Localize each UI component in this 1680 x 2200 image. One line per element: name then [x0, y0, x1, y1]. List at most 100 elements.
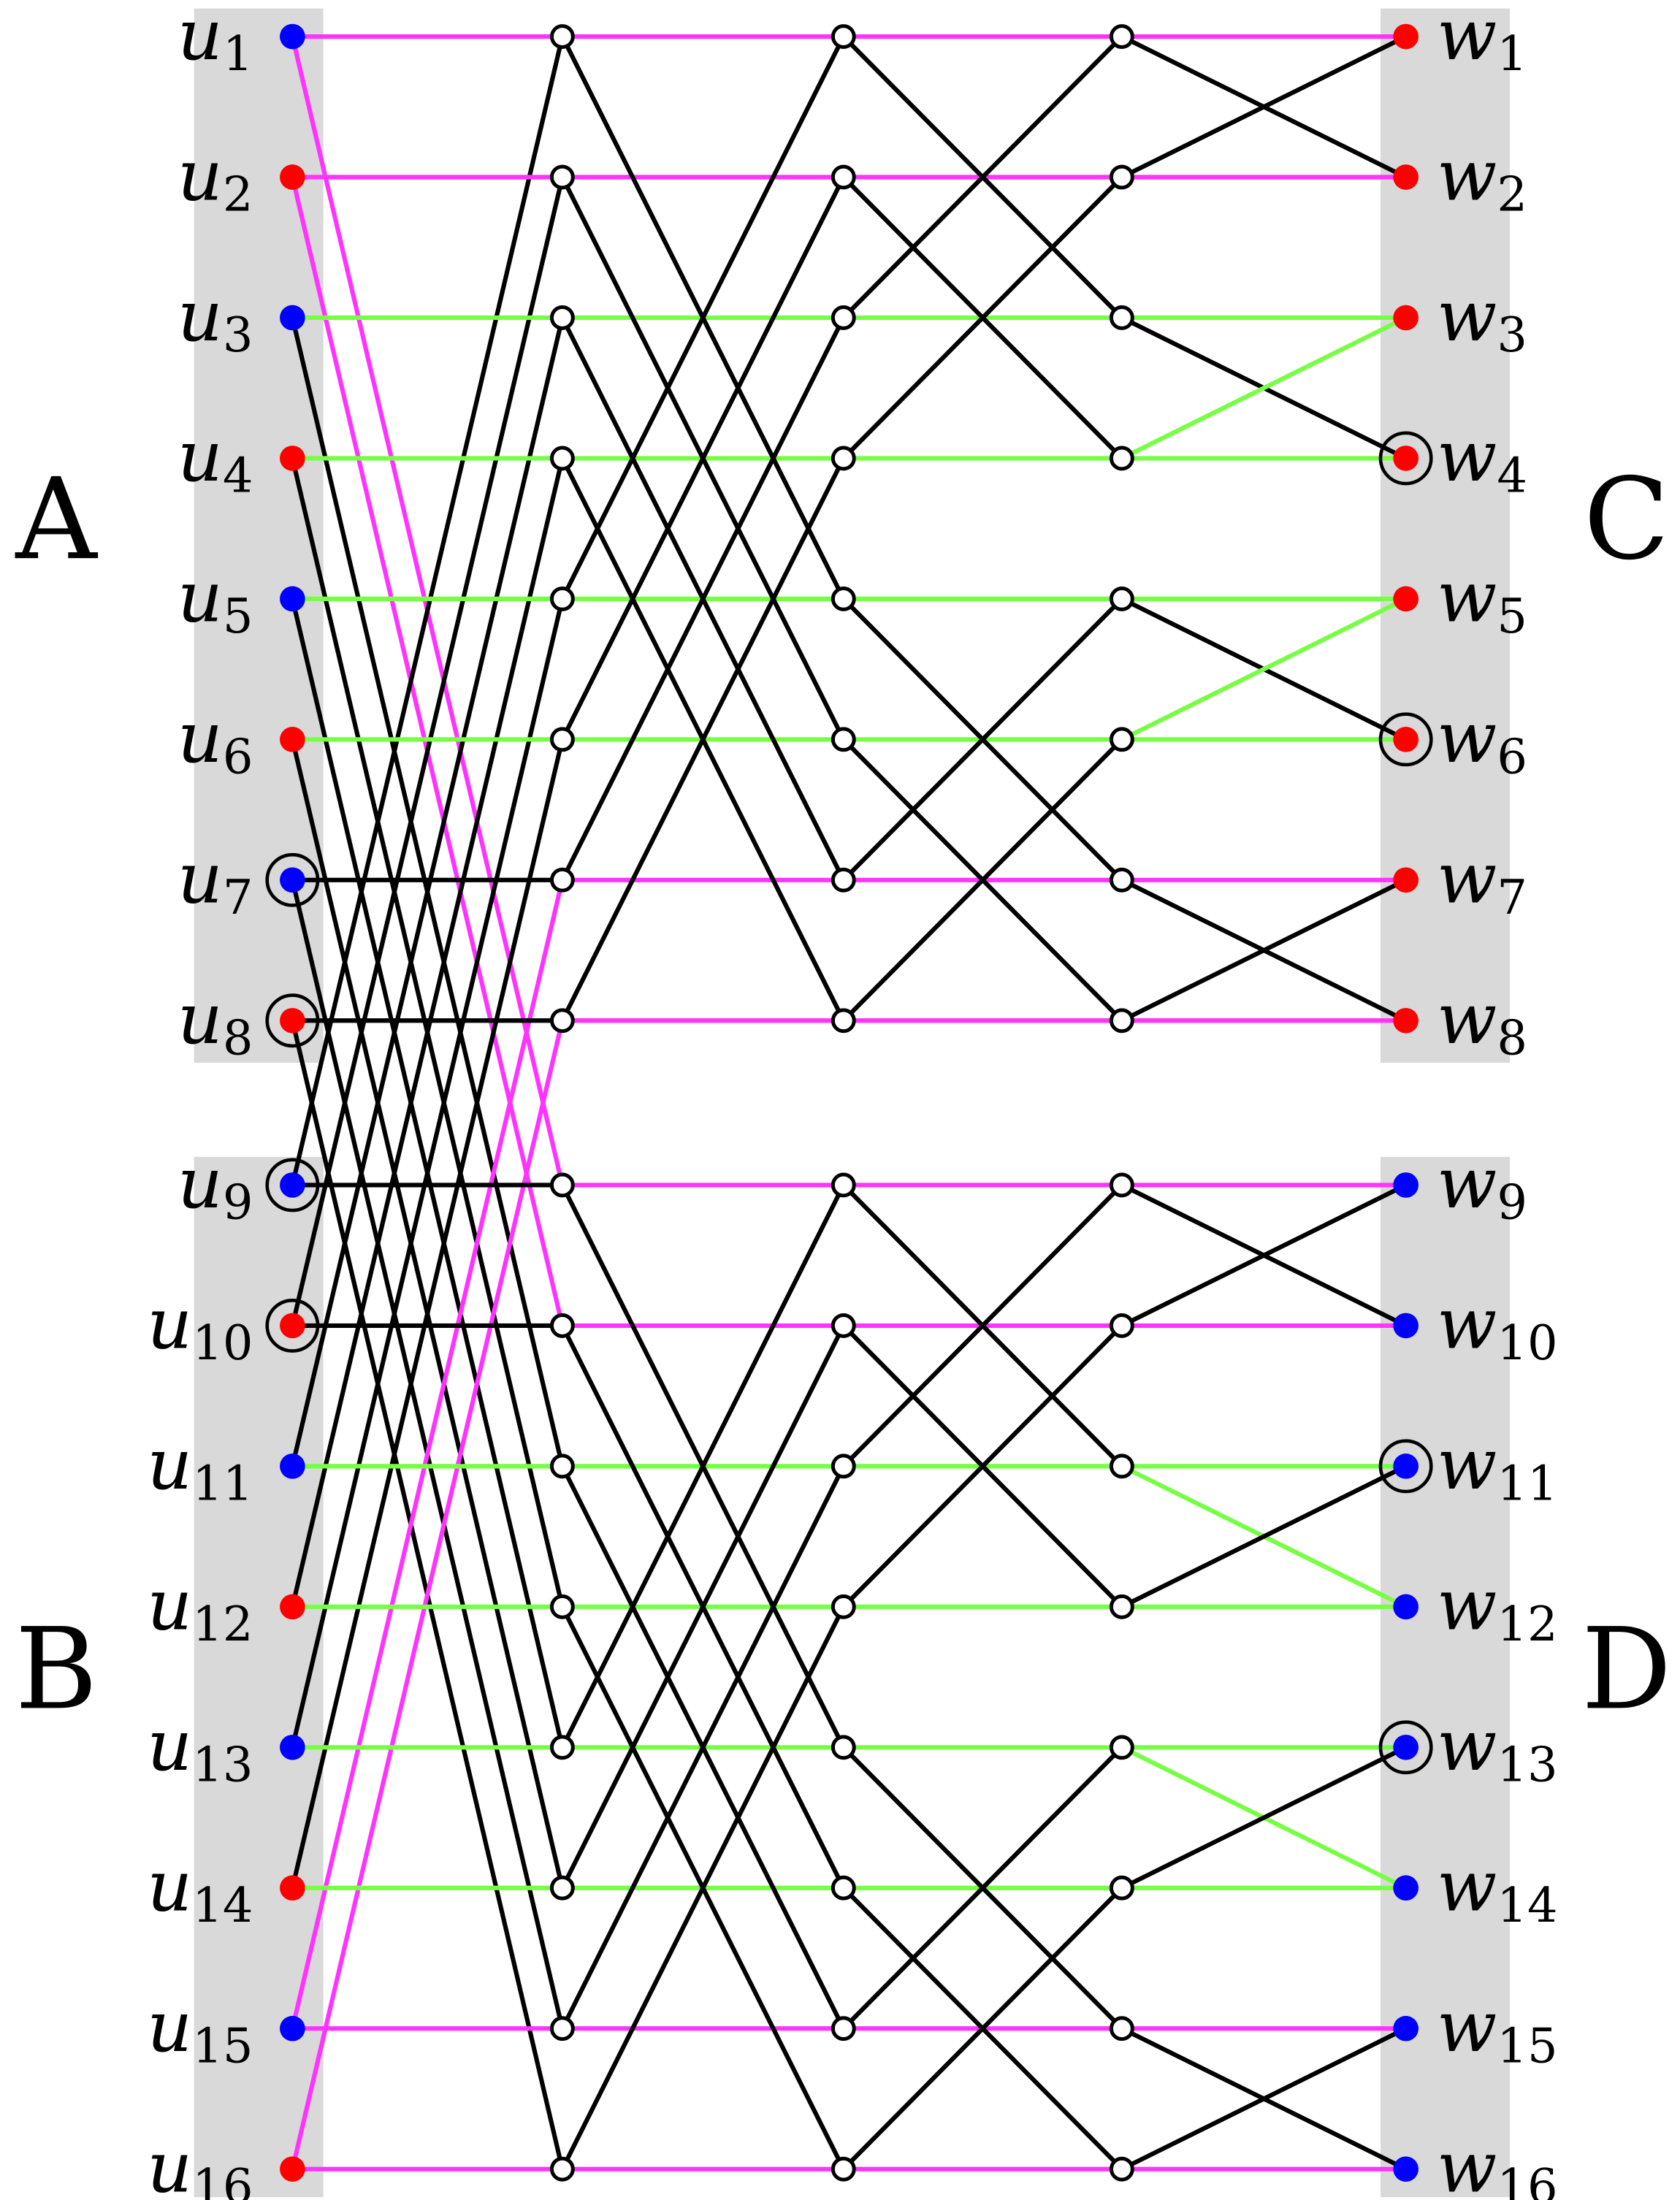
label-w-2: w2 — [1437, 134, 1527, 222]
hollow-node — [1109, 1735, 1134, 1760]
edge-cross-0 — [290, 877, 565, 2031]
edge-cross-1 — [560, 1183, 846, 1750]
edge-cross-2 — [841, 1745, 1124, 2031]
u-node — [280, 23, 305, 50]
u-node — [280, 586, 305, 612]
label-w-3: w3 — [1437, 275, 1527, 363]
group-label-c: C — [1584, 454, 1670, 585]
edge-cross-1 — [560, 175, 846, 742]
w-node — [1393, 586, 1419, 612]
hollow-node — [549, 1735, 575, 1760]
label-u-6: u6 — [177, 697, 253, 784]
label-subscript: 12 — [1497, 1597, 1557, 1652]
hollow-node — [831, 305, 856, 330]
label-subscript: 14 — [1497, 1878, 1557, 1933]
label-subscript: 11 — [192, 1456, 253, 1512]
edge-cross-1 — [560, 1464, 846, 2031]
hollow-node — [1109, 1454, 1134, 1479]
label-u-15: u15 — [147, 1986, 253, 2074]
w-node — [1393, 1172, 1419, 1198]
label-u-14: u14 — [147, 1846, 253, 1933]
label-u-8: u8 — [177, 978, 253, 1066]
u-node — [280, 1313, 305, 1339]
label-subscript: 6 — [223, 730, 253, 785]
label-base: w — [1437, 1986, 1497, 2068]
u-node — [280, 446, 305, 471]
label-subscript: 9 — [223, 1175, 253, 1231]
group-panels — [194, 8, 1511, 2198]
edge-cross-2 — [841, 1323, 1124, 1609]
hollow-node — [549, 2016, 575, 2042]
edge-cross-0 — [290, 1018, 565, 2172]
label-base: w — [1437, 978, 1497, 1060]
label-base: w — [1437, 697, 1497, 779]
label-w-9: w9 — [1437, 1142, 1527, 1230]
hollow-node — [1109, 586, 1134, 611]
label-w-7: w7 — [1437, 838, 1527, 925]
hollow-node — [831, 867, 856, 893]
hollow-node — [549, 1454, 575, 1479]
w-node — [1393, 2015, 1419, 2042]
label-w-10: w10 — [1437, 1283, 1558, 1371]
label-u-11: u11 — [147, 1424, 253, 1511]
edge-cross-2 — [841, 175, 1124, 461]
u-node — [280, 1734, 305, 1760]
w-node — [1393, 1734, 1419, 1760]
hollow-node — [549, 164, 575, 190]
w-node — [1393, 1313, 1419, 1339]
u-node — [280, 727, 305, 752]
label-base: u — [147, 2126, 192, 2200]
w-node — [1393, 23, 1419, 50]
label-w-11: w11 — [1437, 1424, 1558, 1511]
label-subscript: 13 — [192, 1737, 253, 1792]
u-node — [280, 1007, 305, 1034]
w-ring — [1378, 1439, 1433, 1494]
label-subscript: 1 — [223, 26, 253, 82]
hollow-node — [549, 1875, 575, 1901]
hollow-node — [549, 24, 575, 49]
hollow-node — [831, 1008, 856, 1034]
edges — [290, 34, 1408, 2172]
label-subscript: 2 — [1497, 167, 1527, 223]
edge-cross-3 — [1119, 1183, 1408, 1328]
hollow-node — [1109, 305, 1134, 330]
hollow-node — [831, 164, 856, 190]
w-node — [1393, 1594, 1419, 1620]
hollow-node — [1109, 1594, 1134, 1619]
label-subscript: 15 — [1497, 2018, 1557, 2074]
hollow-node — [831, 2156, 856, 2182]
label-u-13: u13 — [147, 1705, 253, 1792]
u-node — [280, 2015, 305, 2042]
hollow-node — [549, 1008, 575, 1034]
label-base: w — [1437, 1283, 1497, 1365]
hollow-node — [831, 1172, 856, 1198]
label-base: u — [177, 416, 223, 497]
edge-cross-0 — [290, 315, 565, 1469]
hollow-node — [1109, 1008, 1134, 1034]
label-base: u — [177, 134, 223, 216]
edge-cross-1 — [560, 456, 846, 1023]
label-base: u — [147, 1424, 192, 1505]
hollow-node — [549, 1172, 575, 1198]
hollow-node — [831, 24, 856, 49]
label-base: u — [177, 697, 223, 779]
w-node — [1393, 727, 1419, 752]
label-base: w — [1437, 1424, 1497, 1505]
label-subscript: 16 — [1497, 2159, 1557, 2200]
edge-cross-3 — [1119, 315, 1408, 461]
hollow-node — [549, 727, 575, 752]
hollow-node — [549, 305, 575, 330]
label-subscript: 16 — [192, 2159, 253, 2200]
edge-cross-1 — [560, 1323, 846, 1890]
label-subscript: 3 — [223, 308, 253, 363]
label-base: u — [177, 978, 223, 1060]
label-subscript: 4 — [1497, 448, 1527, 504]
edge-cross-0 — [290, 34, 565, 1188]
edge-cross-2 — [841, 596, 1124, 882]
label-subscript: 8 — [223, 1010, 253, 1066]
w-node — [1393, 446, 1419, 471]
w-node — [1393, 164, 1419, 190]
group-label-b: B — [15, 1604, 97, 1735]
node-labels: u1u2u3u4u5u6u7u8u9u10u11u12u13u14u15u16w… — [147, 0, 1557, 2200]
